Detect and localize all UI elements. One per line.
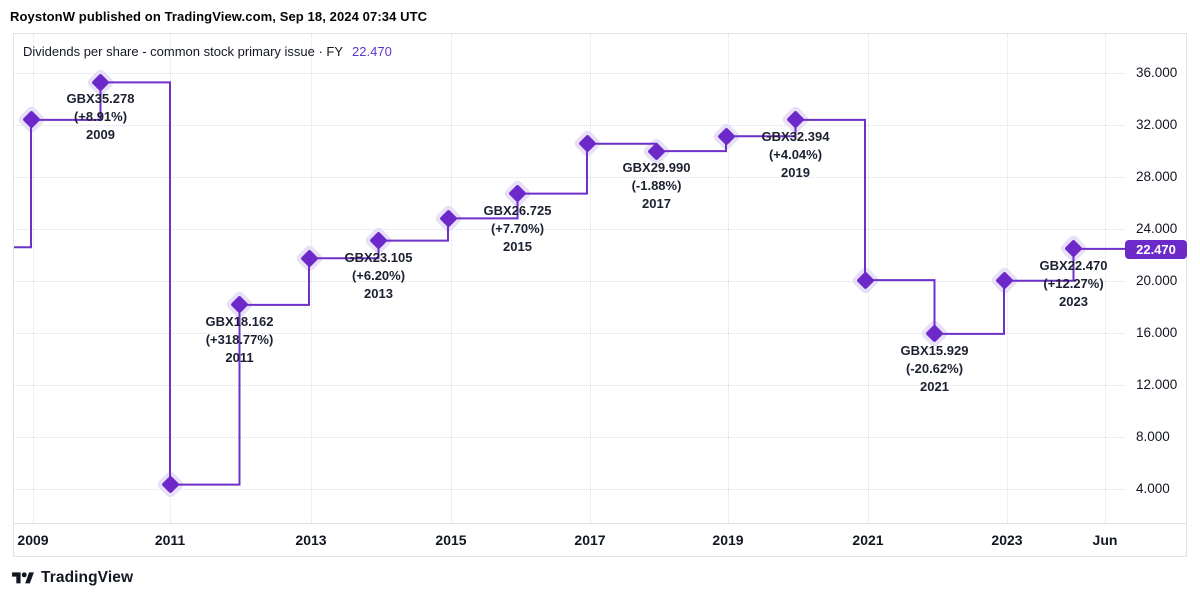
tradingview-brand-label[interactable]: TradingView bbox=[41, 569, 134, 586]
x-axis-separator bbox=[13, 523, 1187, 524]
data-point-label-row: 2019 bbox=[781, 164, 810, 180]
data-point-label: GBX32.394 (+4.04%) 2019 bbox=[762, 128, 830, 182]
data-point-label: GBX29.990 (-1.88%) 2017 bbox=[623, 159, 691, 213]
data-point-label-row: 2013 bbox=[364, 285, 393, 301]
data-point-label: GBX15.929 (-20.62%) 2021 bbox=[901, 342, 969, 396]
y-axis-label: 4.000 bbox=[1136, 481, 1170, 496]
data-point-label: GBX18.162 (+318.77%) 2011 bbox=[206, 313, 274, 367]
data-point-label-row: 2021 bbox=[920, 378, 949, 394]
data-point-label-row: (+8.91%) bbox=[73, 109, 128, 125]
data-point-label-row: 2015 bbox=[503, 238, 532, 254]
x-axis-label: 2019 bbox=[712, 532, 744, 548]
y-axis-label: 12.000 bbox=[1136, 377, 1178, 392]
y-axis-label: 16.000 bbox=[1136, 325, 1178, 340]
gridline-horizontal bbox=[14, 437, 1125, 438]
data-point-label-row: 2017 bbox=[642, 196, 671, 212]
data-point-label-row: GBX35.278 bbox=[66, 91, 135, 107]
y-axis-label: 36.000 bbox=[1136, 65, 1178, 80]
price-axis-badge: 22.470 bbox=[1125, 240, 1187, 259]
y-axis-label: 20.000 bbox=[1136, 273, 1178, 288]
data-point-label-row: GBX15.929 bbox=[900, 342, 969, 358]
tradingview-logo-icon[interactable] bbox=[12, 570, 34, 587]
y-axis-label: 8.000 bbox=[1136, 429, 1170, 444]
footer: TradingView bbox=[12, 569, 133, 587]
gridline-horizontal bbox=[14, 125, 1125, 126]
gridline-horizontal bbox=[14, 281, 1125, 282]
data-point-label-row: (+6.20%) bbox=[351, 267, 406, 283]
chart-title: Dividends per share - common stock prima… bbox=[23, 44, 392, 59]
data-point-label: GBX26.725 (+7.70%) 2015 bbox=[484, 202, 552, 256]
data-point-label-row: GBX22.470 bbox=[1039, 257, 1108, 273]
data-point-label-row: GBX29.990 bbox=[622, 160, 691, 176]
data-point-label-row: (+318.77%) bbox=[205, 331, 274, 347]
data-point-label-row: GBX18.162 bbox=[205, 313, 274, 329]
x-axis-label: 2023 bbox=[991, 532, 1023, 548]
data-point-label-row: (-1.88%) bbox=[631, 178, 682, 194]
data-point-label-row: GBX32.394 bbox=[761, 128, 830, 144]
data-point-label-row: (+4.04%) bbox=[768, 146, 823, 162]
gridline-vertical bbox=[590, 34, 591, 523]
x-axis-label: 2009 bbox=[17, 532, 49, 548]
x-axis-label: 2015 bbox=[435, 532, 467, 548]
x-axis-label: 2017 bbox=[574, 532, 606, 548]
gridline-vertical bbox=[728, 34, 729, 523]
data-point-label-row: 2009 bbox=[86, 127, 115, 143]
attribution-text: RoystonW published on TradingView.com, S… bbox=[10, 9, 428, 24]
data-point-label: GBX22.470 (+12.27%) 2023 bbox=[1040, 257, 1108, 311]
data-point-label-row: (+12.27%) bbox=[1043, 275, 1104, 291]
gridline-vertical bbox=[311, 34, 312, 523]
data-point-label: GBX23.105 (+6.20%) 2013 bbox=[345, 249, 413, 303]
data-point-label-row: (-20.62%) bbox=[905, 360, 964, 376]
data-point-label-row: (+7.70%) bbox=[490, 220, 545, 236]
chart-title-text: Dividends per share - common stock prima… bbox=[23, 44, 344, 59]
data-point-label-row: GBX23.105 bbox=[344, 249, 413, 265]
gridline-horizontal bbox=[14, 333, 1125, 334]
y-axis-label: 24.000 bbox=[1136, 221, 1178, 236]
gridline-vertical bbox=[170, 34, 171, 523]
data-point-label: GBX35.278 (+8.91%) 2009 bbox=[67, 90, 135, 144]
gridline-vertical bbox=[451, 34, 452, 523]
gridline-horizontal bbox=[14, 73, 1125, 74]
gridline-horizontal bbox=[14, 177, 1125, 178]
gridline-horizontal bbox=[14, 229, 1125, 230]
x-axis-label: 2011 bbox=[154, 532, 186, 548]
x-axis-label: 2021 bbox=[852, 532, 884, 548]
gridline-horizontal bbox=[14, 489, 1125, 490]
chart-current-value: 22.470 bbox=[352, 44, 392, 59]
data-point-label-row: GBX26.725 bbox=[483, 202, 552, 218]
data-point-label-row: 2023 bbox=[1059, 293, 1088, 309]
data-point-label-row: 2011 bbox=[225, 349, 254, 365]
x-axis-label: Jun bbox=[1092, 532, 1118, 548]
x-axis-label: 2013 bbox=[295, 532, 327, 548]
y-axis-label: 28.000 bbox=[1136, 169, 1178, 184]
y-axis-label: 32.000 bbox=[1136, 117, 1178, 132]
